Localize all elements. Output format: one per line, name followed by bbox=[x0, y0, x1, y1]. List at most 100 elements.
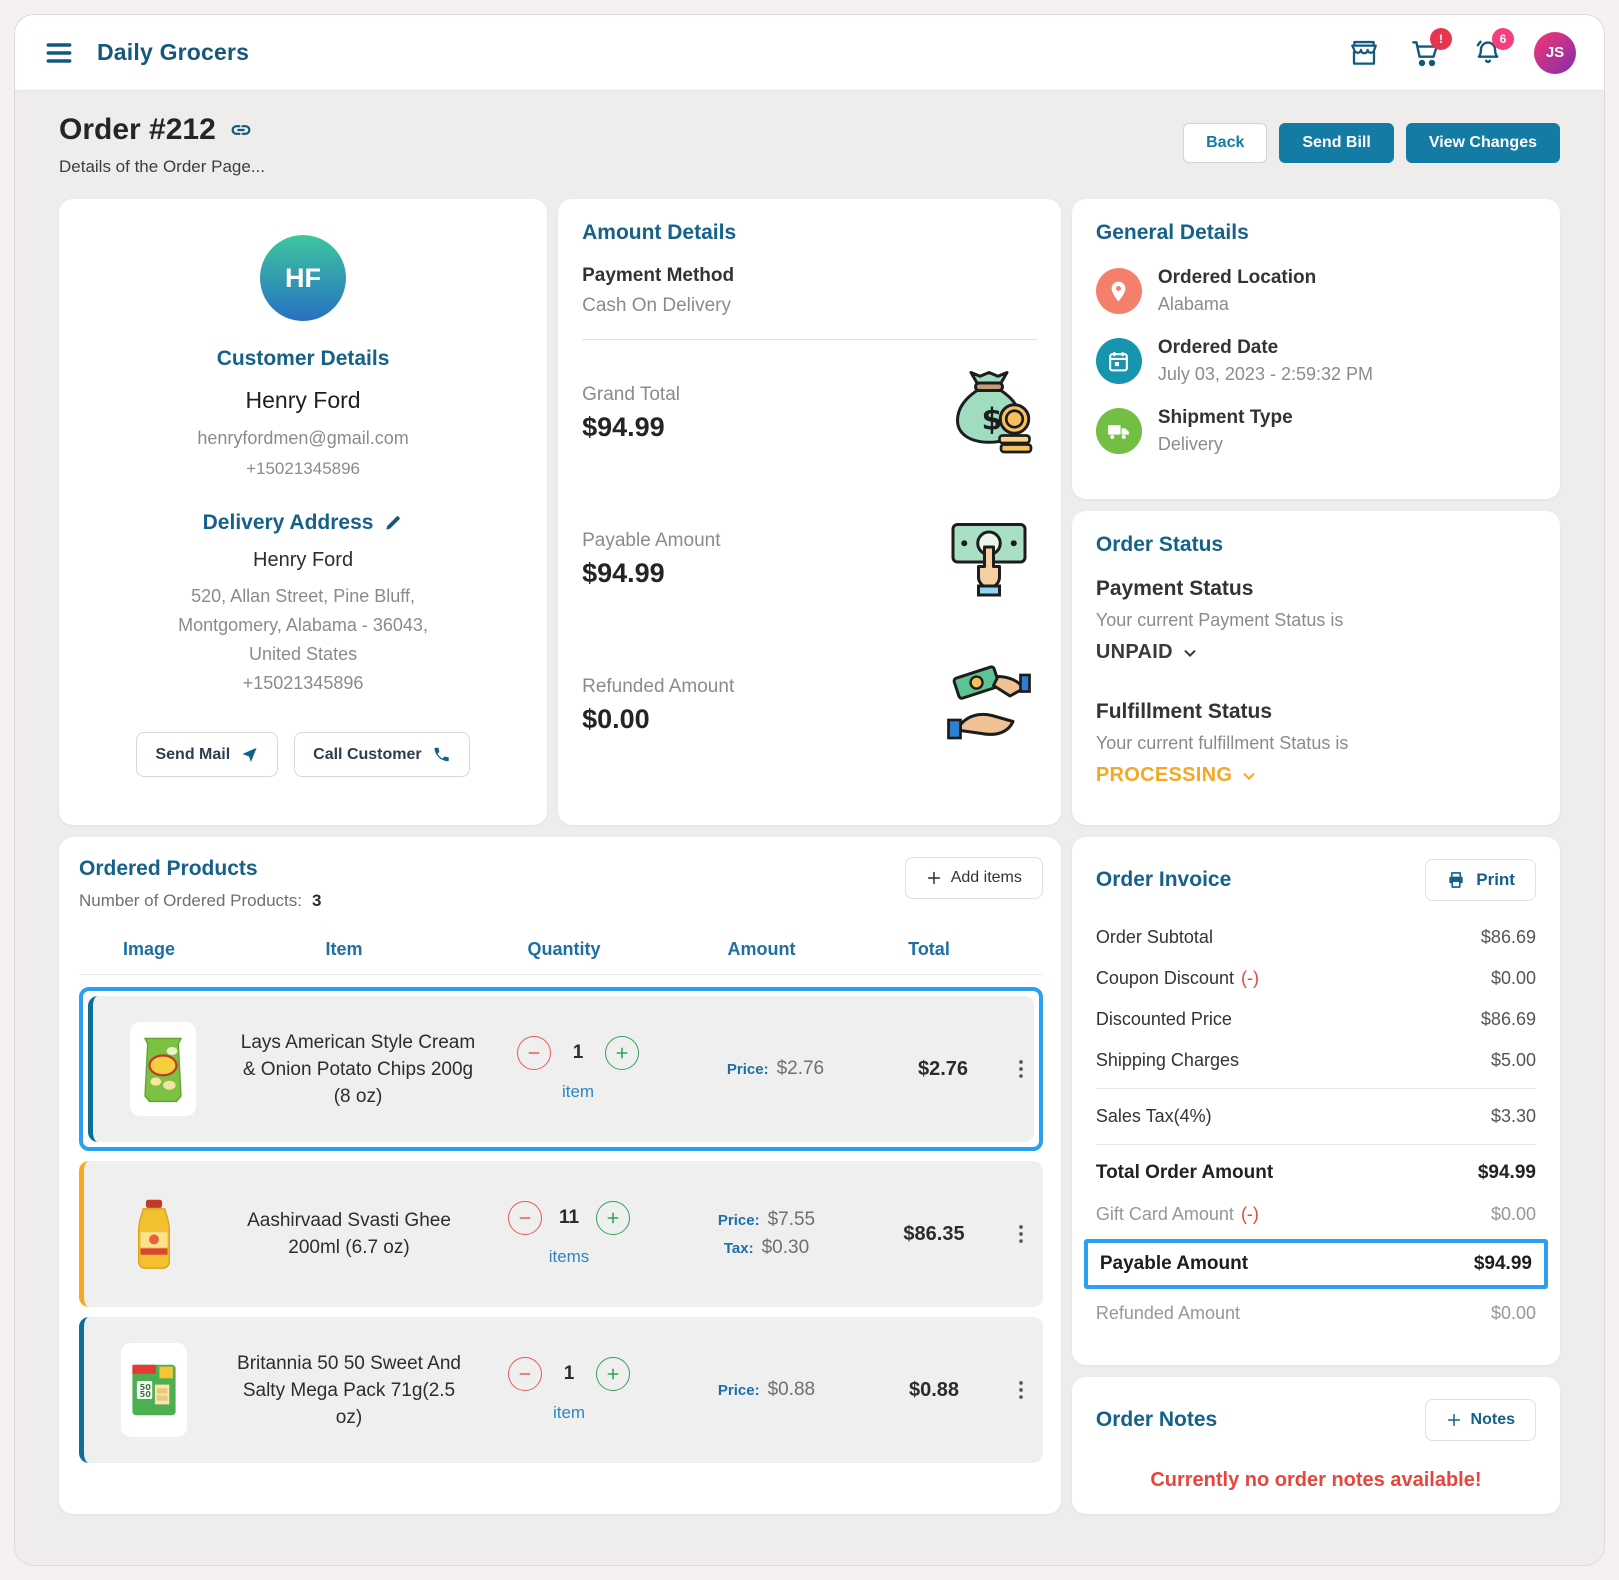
payment-status-dropdown[interactable]: UNPAID bbox=[1096, 641, 1536, 664]
add-notes-button[interactable]: Notes bbox=[1424, 1399, 1536, 1441]
decrease-quantity-button[interactable] bbox=[508, 1357, 542, 1391]
refunded-amount-label: Refunded Amount bbox=[582, 675, 735, 697]
general-details-title: General Details bbox=[1095, 221, 1249, 244]
ordered-location-label: Ordered Location bbox=[1157, 267, 1317, 288]
ordered-date-value: July 03, 2023 - 2:59:32 PM bbox=[1157, 364, 1374, 384]
product-image bbox=[121, 1187, 187, 1281]
add-notes-label: Notes bbox=[1470, 1411, 1515, 1428]
user-avatar[interactable]: JS bbox=[1534, 31, 1576, 74]
back-button[interactable]: Back bbox=[1183, 123, 1268, 163]
quantity-value: 1 bbox=[572, 1042, 584, 1063]
row-menu-icon[interactable] bbox=[1008, 1377, 1034, 1403]
chevron-down-icon bbox=[1184, 649, 1196, 657]
price-value: $0.88 bbox=[767, 1379, 816, 1400]
increase-quantity-button[interactable] bbox=[605, 1036, 639, 1070]
payment-status-label: Payment Status bbox=[1095, 577, 1254, 600]
call-customer-button[interactable]: Call Customer bbox=[294, 732, 470, 777]
order-invoice-card: Order Invoice Print Order Subtotal $86.6… bbox=[1071, 837, 1560, 1365]
add-items-button[interactable]: Add items bbox=[904, 857, 1043, 899]
add-items-label: Add items bbox=[950, 869, 1022, 886]
copy-link-icon[interactable] bbox=[228, 117, 254, 143]
count-value: 3 bbox=[311, 891, 322, 910]
store-icon[interactable] bbox=[1348, 37, 1380, 69]
fulfillment-status-dropdown[interactable]: PROCESSING bbox=[1096, 764, 1536, 787]
customer-details-title: Customer Details bbox=[216, 347, 390, 370]
order-status-card: Order Status Payment Status Your current… bbox=[1071, 511, 1560, 825]
phone-icon bbox=[434, 747, 449, 762]
hamburger-menu-icon[interactable] bbox=[43, 37, 75, 69]
printer-icon bbox=[1449, 872, 1463, 888]
cart-badge: ! bbox=[1430, 27, 1452, 50]
cart-icon[interactable]: ! bbox=[1410, 27, 1452, 69]
product-row[interactable]: Lays American Style Cream & Onion Potato… bbox=[88, 996, 1034, 1142]
row-total: $86.35 bbox=[903, 1222, 965, 1245]
payment-method-value: Cash On Delivery bbox=[582, 295, 731, 316]
decrease-quantity-button[interactable] bbox=[508, 1201, 542, 1235]
amount-details-title: Amount Details bbox=[582, 221, 737, 244]
product-image: 50 50 bbox=[121, 1343, 187, 1437]
payment-status-description: Your current Payment Status is bbox=[1095, 610, 1344, 630]
quantity-control: 1 item bbox=[474, 1357, 664, 1423]
product-image bbox=[130, 1022, 196, 1116]
customer-name: Henry Ford bbox=[245, 387, 361, 413]
invoice-row: Sales Tax(4%) $3.30 bbox=[1096, 1096, 1536, 1137]
invoice-value: $0.00 bbox=[1490, 1204, 1536, 1224]
shipment-type-item: Shipment Type Delivery bbox=[1095, 407, 1536, 455]
minus-indicator: (-) bbox=[1240, 1204, 1259, 1224]
plus-icon bbox=[927, 871, 940, 885]
no-notes-message: Currently no order notes available! bbox=[1150, 1469, 1482, 1491]
order-notes-title: Order Notes bbox=[1095, 1408, 1218, 1431]
svg-text:50: 50 bbox=[140, 1382, 152, 1392]
increase-quantity-button[interactable] bbox=[596, 1201, 630, 1235]
quantity-unit: item bbox=[561, 1082, 595, 1101]
print-button[interactable]: Print bbox=[1425, 859, 1536, 901]
decrease-quantity-button[interactable] bbox=[517, 1036, 551, 1070]
edit-address-icon[interactable] bbox=[383, 513, 403, 533]
send-bill-button[interactable]: Send Bill bbox=[1279, 123, 1394, 163]
amount-cell: Price: $0.88 bbox=[664, 1379, 869, 1401]
invoice-value: $5.00 bbox=[1490, 1050, 1536, 1070]
minus-indicator: (-) bbox=[1240, 968, 1259, 988]
invoice-label: Coupon Discount bbox=[1095, 968, 1234, 988]
invoice-value: $3.30 bbox=[1490, 1106, 1536, 1126]
send-mail-label: Send Mail bbox=[155, 745, 231, 763]
quantity-value: 1 bbox=[563, 1363, 575, 1384]
row-menu-icon[interactable] bbox=[1008, 1221, 1034, 1247]
quantity-control: 1 item bbox=[483, 1036, 673, 1102]
invoice-row: Order Subtotal $86.69 bbox=[1096, 917, 1536, 958]
customer-avatar: HF bbox=[260, 235, 347, 321]
divider bbox=[1095, 1088, 1536, 1089]
invoice-row: Shipping Charges $5.00 bbox=[1096, 1040, 1536, 1081]
grand-total-value: $94.99 bbox=[582, 411, 665, 442]
selected-row-highlight: Lays American Style Cream & Onion Potato… bbox=[79, 987, 1043, 1151]
calendar-icon bbox=[1095, 338, 1142, 384]
quantity-unit: items bbox=[548, 1247, 590, 1266]
order-invoice-title: Order Invoice bbox=[1095, 868, 1232, 891]
invoice-value: $0.00 bbox=[1490, 1303, 1536, 1323]
send-mail-button[interactable]: Send Mail bbox=[136, 732, 279, 777]
address-line-2: Montgomery, Alabama - 36043, bbox=[178, 615, 428, 635]
quantity-unit: item bbox=[552, 1403, 586, 1422]
view-changes-button[interactable]: View Changes bbox=[1405, 123, 1560, 163]
invoice-label: Payable Amount bbox=[1099, 1253, 1249, 1274]
increase-quantity-button[interactable] bbox=[596, 1357, 630, 1391]
invoice-row: Coupon Discount (-) $0.00 bbox=[1096, 958, 1536, 999]
notifications-bell-icon[interactable]: 6 bbox=[1472, 27, 1514, 69]
order-notes-card: Order Notes Notes Currently no order not… bbox=[1071, 1377, 1560, 1514]
page-subtitle: Details of the Order Page... bbox=[59, 157, 265, 176]
row-menu-icon[interactable] bbox=[1008, 1056, 1034, 1082]
svg-text:$: $ bbox=[981, 403, 1002, 438]
invoice-value: $94.99 bbox=[1477, 1162, 1536, 1183]
product-row[interactable]: Aashirvaad Svasti Ghee 200ml (6.7 oz) 11… bbox=[79, 1161, 1043, 1307]
grand-total-label: Grand Total bbox=[582, 383, 680, 405]
customer-phone: +15021345896 bbox=[246, 459, 361, 478]
quantity-value: 11 bbox=[558, 1207, 580, 1228]
payment-method-label: Payment Method bbox=[582, 265, 735, 286]
invoice-label: Gift Card Amount bbox=[1095, 1204, 1234, 1224]
quantity-control: 11 items bbox=[474, 1201, 664, 1267]
product-row[interactable]: 50 50 Britannia 50 50 Sweet And Salty Me… bbox=[79, 1317, 1043, 1463]
amount-cell: Price: $2.76 bbox=[673, 1058, 878, 1080]
invoice-row: Gift Card Amount (-) $0.00 bbox=[1096, 1194, 1536, 1235]
invoice-row-total: Total Order Amount $94.99 bbox=[1096, 1152, 1536, 1194]
divider bbox=[1095, 1144, 1536, 1145]
